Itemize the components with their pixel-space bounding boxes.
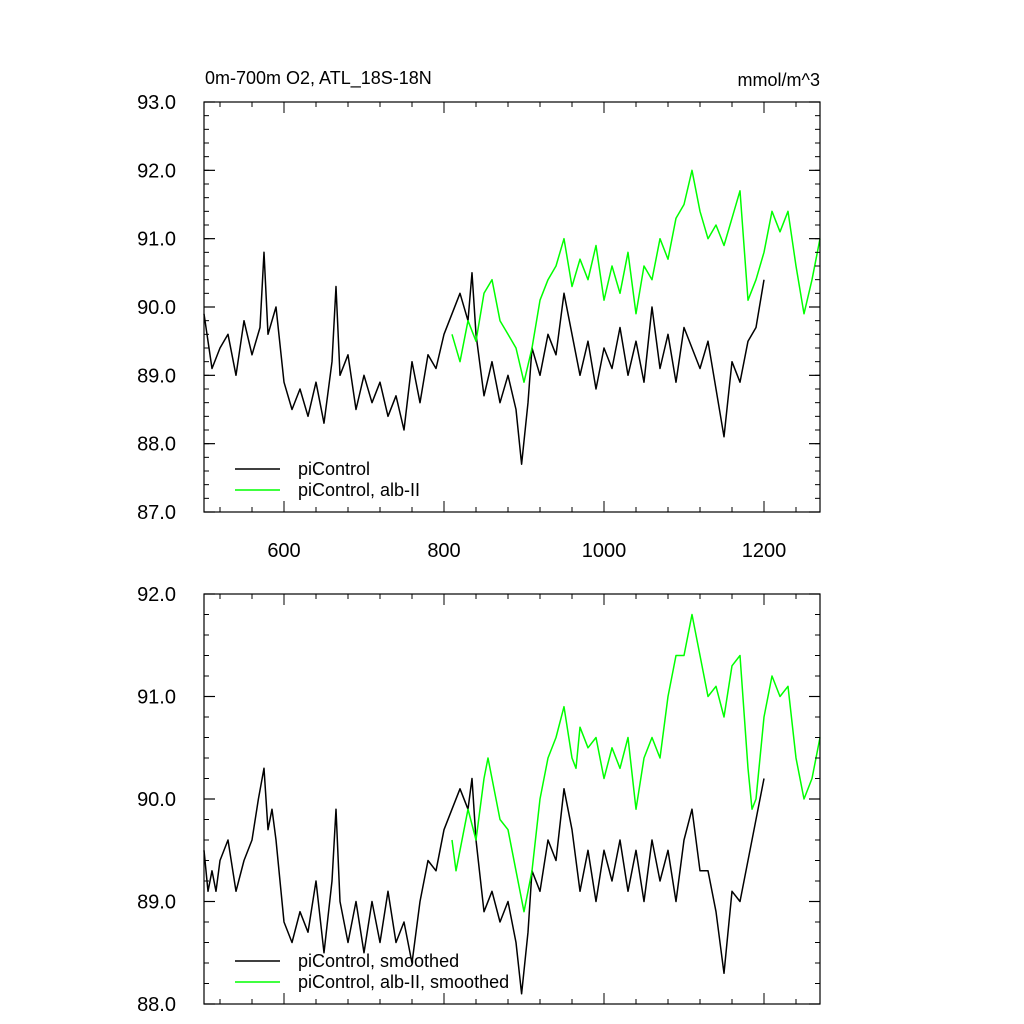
bottom-y-tick-label: 90.0 <box>137 789 176 811</box>
bottom-y-tick-label: 92.0 <box>137 584 176 606</box>
top-y-tick-label: 90.0 <box>137 297 176 319</box>
top-plot-frame <box>203 101 821 513</box>
bottom-y-tick-label: 89.0 <box>137 892 176 914</box>
bottom-y-tick-label: 88.0 <box>137 994 176 1016</box>
top-y-tick-label: 87.0 <box>137 502 176 524</box>
bottom-y-tick-label: 91.0 <box>137 687 176 709</box>
chart-title: 0m-700m O2, ATL_18S-18N <box>205 68 432 89</box>
legend-label-alb-ii: piControl, alb-II <box>298 480 420 500</box>
legend-label-alb-ii-smoothed: piControl, alb-II, smoothed <box>298 972 509 992</box>
top-x-tick-label: 600 <box>267 540 300 562</box>
legend-label-picontrol: piControl <box>298 459 370 479</box>
top-legend: piControl piControl, alb-II <box>235 459 420 500</box>
top-y-tick-label: 89.0 <box>137 365 176 387</box>
panel-bottom: 88.0 89.0 90.0 91.0 92.0 piControl, smoothed… <box>137 584 821 1016</box>
legend-label-picontrol-smoothed: piControl, smoothed <box>298 951 459 971</box>
top-y-axis: 87.0 88.0 89.0 90.0 91.0 92.0 93.0 <box>137 92 820 524</box>
top-y-tick-label: 91.0 <box>137 229 176 251</box>
bottom-legend: piControl, smoothed piControl, alb-II, s… <box>235 951 509 992</box>
bottom-series-group <box>203 613 821 995</box>
units-label: mmol/m^3 <box>738 70 820 90</box>
top-series-line-1 <box>203 251 765 465</box>
top-y-tick-label: 92.0 <box>137 160 176 182</box>
bottom-series-line-2 <box>451 613 821 913</box>
bottom-y-axis: 88.0 89.0 90.0 91.0 92.0 <box>137 584 820 1016</box>
top-x-axis: 600 800 1000 1200 <box>219 102 797 562</box>
top-y-tick-label: 88.0 <box>137 434 176 456</box>
bottom-series-line-1 <box>203 767 765 995</box>
top-x-tick-label: 1200 <box>742 540 787 562</box>
top-x-tick-label: 800 <box>427 540 460 562</box>
top-series-group <box>203 169 821 465</box>
top-series-line-2 <box>451 169 821 383</box>
top-y-tick-label: 93.0 <box>137 92 176 114</box>
bottom-plot-frame <box>203 593 821 1005</box>
top-x-tick-label: 1000 <box>582 540 627 562</box>
bottom-x-axis <box>219 594 797 1004</box>
panel-top: 0m-700m O2, ATL_18S-18N mmol/m^3 87.0 88.… <box>137 68 821 562</box>
